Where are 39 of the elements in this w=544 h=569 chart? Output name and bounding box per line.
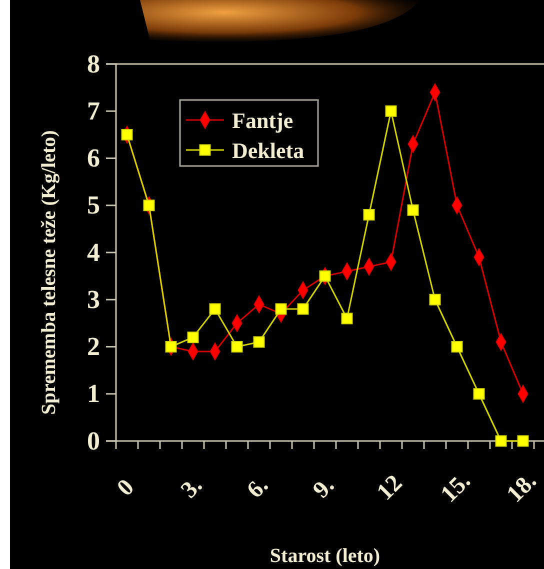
x-tick-label: 0 — [112, 474, 140, 502]
point — [187, 332, 199, 344]
y-tick-label: 7 — [87, 96, 100, 126]
point — [407, 204, 419, 216]
x-axis-title: Starost (leto) — [270, 545, 380, 567]
point — [253, 336, 265, 348]
point — [165, 341, 177, 352]
y-tick-label: 1 — [87, 379, 100, 408]
x-tick-label: 15. — [436, 468, 476, 508]
y-axis-title: Sprememba telesne teže (Kg/leto) — [38, 130, 60, 415]
x-tick-label: 12 — [372, 470, 408, 506]
y-tick-label: 3 — [87, 284, 100, 314]
x-tick-label: 6. — [242, 472, 274, 504]
point — [297, 303, 309, 315]
point — [341, 312, 353, 324]
x-tick-label: 18. — [502, 468, 542, 508]
point — [451, 341, 463, 352]
point — [495, 435, 507, 447]
point — [429, 294, 441, 306]
point — [319, 270, 331, 282]
x-tick-label: 9. — [308, 472, 340, 504]
legend-label: Fantje — [232, 108, 294, 133]
point — [473, 388, 485, 400]
point — [275, 303, 287, 315]
point — [231, 341, 243, 352]
point — [209, 303, 221, 315]
y-tick-label: 5 — [87, 190, 100, 220]
x-tick-label: 3. — [176, 472, 208, 504]
point — [143, 200, 155, 212]
y-tick-label: 2 — [87, 332, 100, 362]
point — [517, 435, 529, 447]
point — [363, 209, 375, 221]
y-tick-label: 4 — [87, 238, 100, 267]
y-tick-label: 8 — [87, 49, 100, 78]
legend-label: Dekleta — [232, 138, 304, 163]
point — [385, 105, 397, 117]
y-tick-label: 6 — [87, 144, 100, 173]
y-tick-label: 0 — [87, 426, 100, 456]
point — [121, 128, 133, 140]
